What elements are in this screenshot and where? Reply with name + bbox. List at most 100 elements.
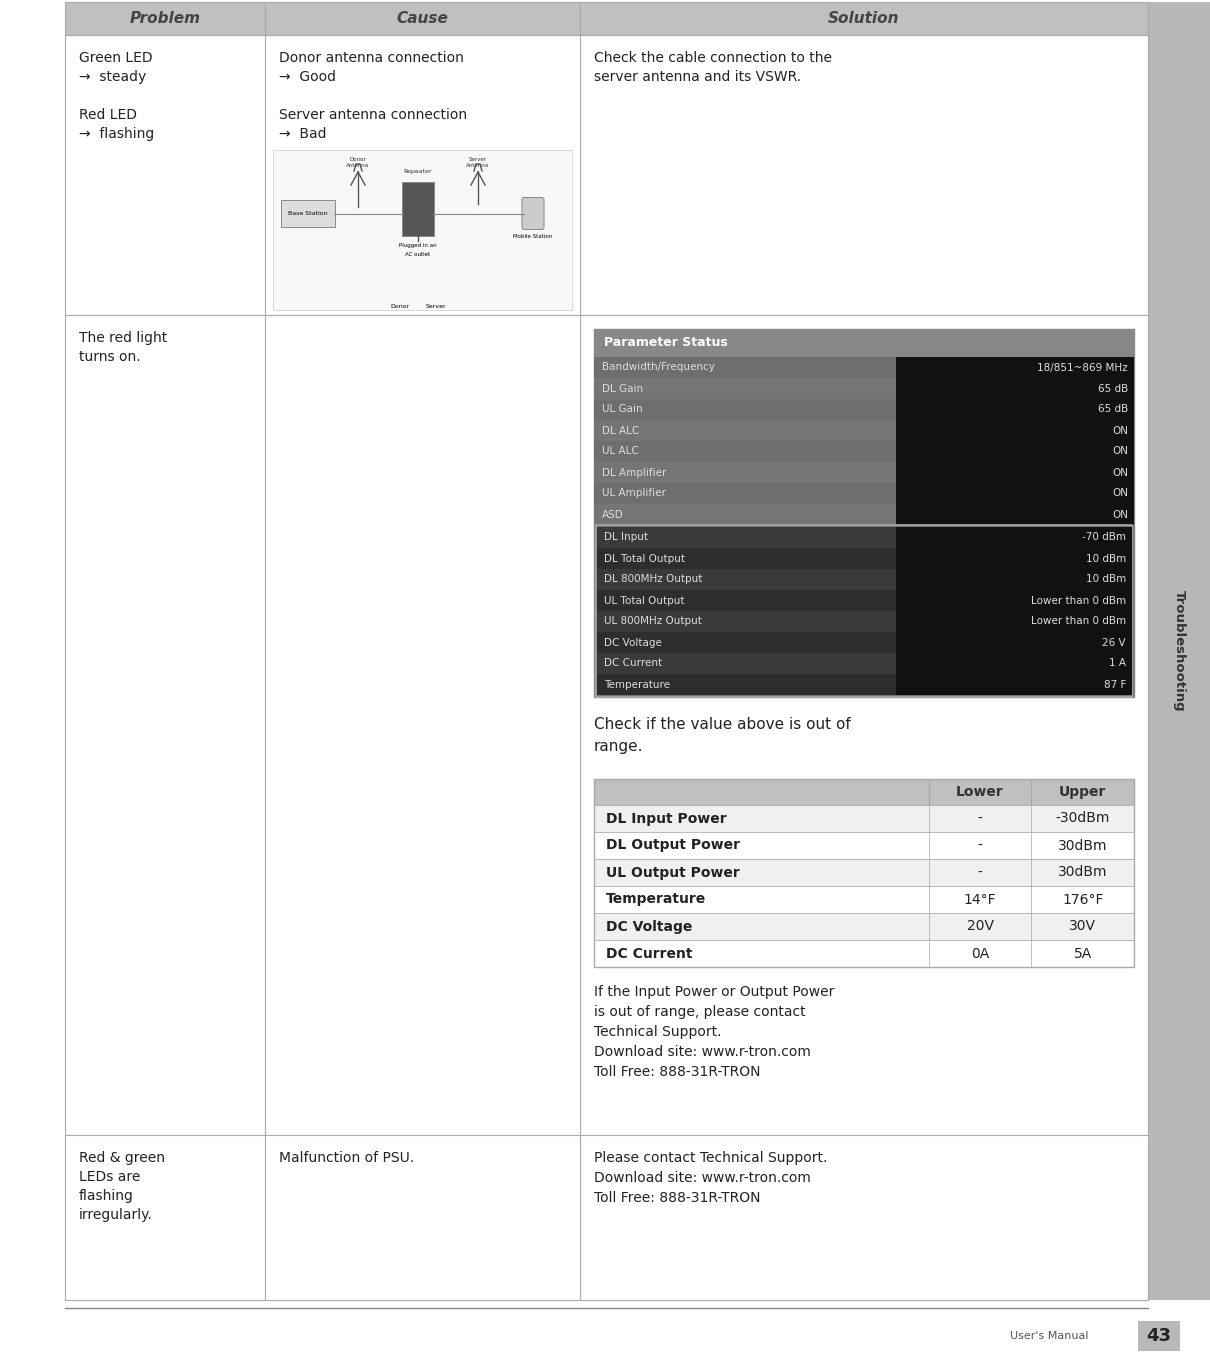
Text: server antenna and its VSWR.: server antenna and its VSWR. xyxy=(594,70,801,85)
Text: Donor antenna connection: Donor antenna connection xyxy=(280,50,463,65)
Text: Check if the value above is out of: Check if the value above is out of xyxy=(594,717,851,732)
Text: 30dBm: 30dBm xyxy=(1058,866,1107,880)
Text: -: - xyxy=(978,812,983,825)
Text: ON: ON xyxy=(1112,426,1128,435)
Text: Mobile Station: Mobile Station xyxy=(513,233,553,239)
Text: 5A: 5A xyxy=(1073,947,1091,960)
Text: DL ALC: DL ALC xyxy=(603,426,639,435)
Text: Toll Free: 888-31R-TRON: Toll Free: 888-31R-TRON xyxy=(594,1191,761,1204)
Text: Technical Support.: Technical Support. xyxy=(594,1024,721,1039)
Text: 0A: 0A xyxy=(970,947,990,960)
Text: 20V: 20V xyxy=(967,919,993,933)
Text: UL Amplifier: UL Amplifier xyxy=(603,488,666,498)
FancyBboxPatch shape xyxy=(594,329,1134,697)
Text: Temperature: Temperature xyxy=(606,892,707,907)
Text: Solution: Solution xyxy=(829,11,900,26)
FancyBboxPatch shape xyxy=(597,548,1133,569)
FancyBboxPatch shape xyxy=(897,527,1133,548)
Text: DL Amplifier: DL Amplifier xyxy=(603,468,667,477)
Text: User's Manual: User's Manual xyxy=(1009,1331,1088,1341)
Text: -: - xyxy=(978,866,983,880)
Text: -: - xyxy=(978,839,983,852)
Text: turns on.: turns on. xyxy=(79,351,140,364)
Text: →  Bad: → Bad xyxy=(280,127,327,140)
FancyBboxPatch shape xyxy=(594,832,1134,859)
FancyBboxPatch shape xyxy=(897,632,1133,653)
Text: 65 dB: 65 dB xyxy=(1097,405,1128,415)
Text: Red & green: Red & green xyxy=(79,1151,165,1165)
Text: Donor: Donor xyxy=(391,304,410,310)
Text: Temperature: Temperature xyxy=(604,679,670,689)
FancyBboxPatch shape xyxy=(897,653,1133,674)
Text: DC Voltage: DC Voltage xyxy=(606,919,692,933)
Text: If the Input Power or Output Power: If the Input Power or Output Power xyxy=(594,985,835,998)
FancyBboxPatch shape xyxy=(1137,1320,1180,1350)
FancyBboxPatch shape xyxy=(281,201,335,226)
FancyBboxPatch shape xyxy=(897,357,1134,378)
Text: Bandwidth/Frequency: Bandwidth/Frequency xyxy=(603,363,715,372)
Text: Toll Free: 888-31R-TRON: Toll Free: 888-31R-TRON xyxy=(594,1065,761,1079)
FancyBboxPatch shape xyxy=(594,887,1134,913)
Text: Server
Antenna: Server Antenna xyxy=(466,157,490,168)
FancyBboxPatch shape xyxy=(594,505,1134,525)
Text: 176°F: 176°F xyxy=(1062,892,1104,907)
Text: ON: ON xyxy=(1112,510,1128,520)
Text: Troubleshooting: Troubleshooting xyxy=(1172,591,1186,712)
FancyBboxPatch shape xyxy=(897,505,1134,525)
Text: LEDs are: LEDs are xyxy=(79,1170,140,1184)
Text: →  Good: → Good xyxy=(280,70,336,85)
Text: DL Total Output: DL Total Output xyxy=(604,554,685,563)
Text: Check the cable connection to the: Check the cable connection to the xyxy=(594,50,832,65)
FancyBboxPatch shape xyxy=(597,569,1133,591)
Text: Server antenna connection: Server antenna connection xyxy=(280,108,467,121)
Text: Problem: Problem xyxy=(129,11,201,26)
FancyBboxPatch shape xyxy=(522,198,544,229)
FancyBboxPatch shape xyxy=(597,674,1133,696)
FancyBboxPatch shape xyxy=(594,420,1134,441)
Text: AC outlet: AC outlet xyxy=(405,251,431,256)
Text: Repeater: Repeater xyxy=(404,169,432,175)
Text: 87 F: 87 F xyxy=(1104,679,1127,689)
Text: ON: ON xyxy=(1112,446,1128,457)
Text: DL Output Power: DL Output Power xyxy=(606,839,741,852)
FancyBboxPatch shape xyxy=(594,378,1134,400)
FancyBboxPatch shape xyxy=(897,462,1134,483)
FancyBboxPatch shape xyxy=(1148,1,1210,1300)
Text: 18/851~869 MHz: 18/851~869 MHz xyxy=(1037,363,1128,372)
Text: DL Input Power: DL Input Power xyxy=(606,812,727,825)
Text: 14°F: 14°F xyxy=(964,892,996,907)
Text: ON: ON xyxy=(1112,488,1128,498)
Text: Please contact Technical Support.: Please contact Technical Support. xyxy=(594,1151,828,1165)
FancyBboxPatch shape xyxy=(594,913,1134,940)
Text: DC Current: DC Current xyxy=(604,659,662,668)
FancyBboxPatch shape xyxy=(594,779,1134,805)
Text: Server: Server xyxy=(426,304,446,310)
Text: Lower: Lower xyxy=(956,786,1004,799)
Text: DL 800MHz Output: DL 800MHz Output xyxy=(604,574,702,585)
FancyBboxPatch shape xyxy=(594,400,1134,420)
FancyBboxPatch shape xyxy=(65,1,1148,35)
Text: The red light: The red light xyxy=(79,331,167,345)
Text: -70 dBm: -70 dBm xyxy=(1082,532,1127,543)
FancyBboxPatch shape xyxy=(897,483,1134,505)
FancyBboxPatch shape xyxy=(897,441,1134,462)
FancyBboxPatch shape xyxy=(897,420,1134,441)
Text: DL Input: DL Input xyxy=(604,532,649,543)
Text: Lower than 0 dBm: Lower than 0 dBm xyxy=(1031,596,1127,606)
FancyBboxPatch shape xyxy=(594,940,1134,967)
Text: -30dBm: -30dBm xyxy=(1055,812,1110,825)
FancyBboxPatch shape xyxy=(594,357,1134,378)
Text: 10 dBm: 10 dBm xyxy=(1085,574,1127,585)
FancyBboxPatch shape xyxy=(897,674,1133,696)
Text: Download site: www.r-tron.com: Download site: www.r-tron.com xyxy=(594,1045,811,1058)
FancyBboxPatch shape xyxy=(594,859,1134,887)
Text: →  steady: → steady xyxy=(79,70,146,85)
FancyBboxPatch shape xyxy=(897,611,1133,632)
FancyBboxPatch shape xyxy=(65,35,1148,315)
Text: range.: range. xyxy=(594,739,644,754)
FancyBboxPatch shape xyxy=(897,548,1133,569)
Text: Base Station: Base Station xyxy=(288,211,328,216)
Text: Lower than 0 dBm: Lower than 0 dBm xyxy=(1031,617,1127,626)
Text: UL Total Output: UL Total Output xyxy=(604,596,685,606)
FancyBboxPatch shape xyxy=(597,591,1133,611)
